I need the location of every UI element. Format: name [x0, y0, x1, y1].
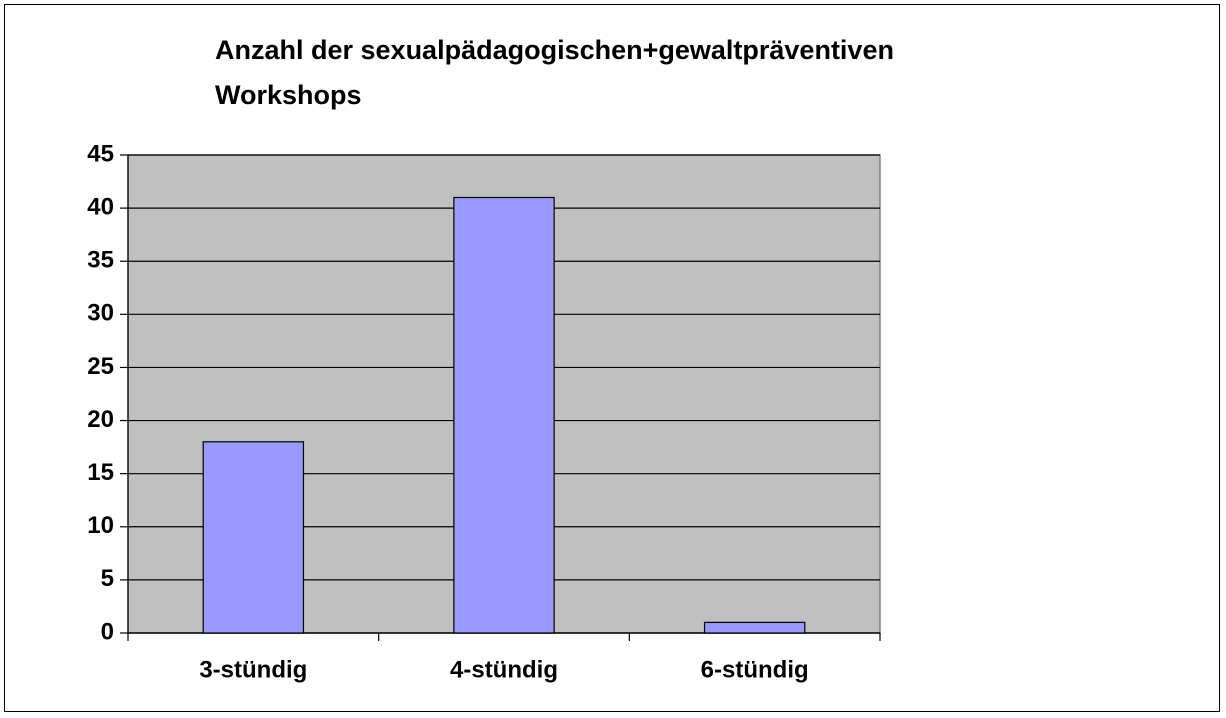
- y-tick-label: 40: [87, 193, 114, 220]
- y-tick-label: 25: [87, 353, 114, 380]
- x-tick-label: 6-stündig: [701, 656, 809, 683]
- y-tick-label: 30: [87, 300, 114, 327]
- chart-title: Anzahl der sexualpädagogischen+gewaltprä…: [215, 35, 894, 110]
- x-tick-label: 3-stündig: [199, 656, 307, 683]
- bar: [202, 441, 305, 634]
- bar: [453, 196, 555, 634]
- y-tick-label: 10: [87, 512, 114, 539]
- bar: [703, 621, 806, 634]
- y-tick-label: 35: [87, 247, 114, 274]
- x-tick-label: 4-stündig: [450, 656, 558, 683]
- chart-frame: [4, 4, 1220, 712]
- y-tick-label: 45: [87, 140, 114, 167]
- y-tick-label: 20: [87, 406, 114, 433]
- y-tick-label: 5: [101, 565, 114, 592]
- y-tick-label: 0: [101, 618, 114, 645]
- y-tick-label: 15: [87, 459, 114, 486]
